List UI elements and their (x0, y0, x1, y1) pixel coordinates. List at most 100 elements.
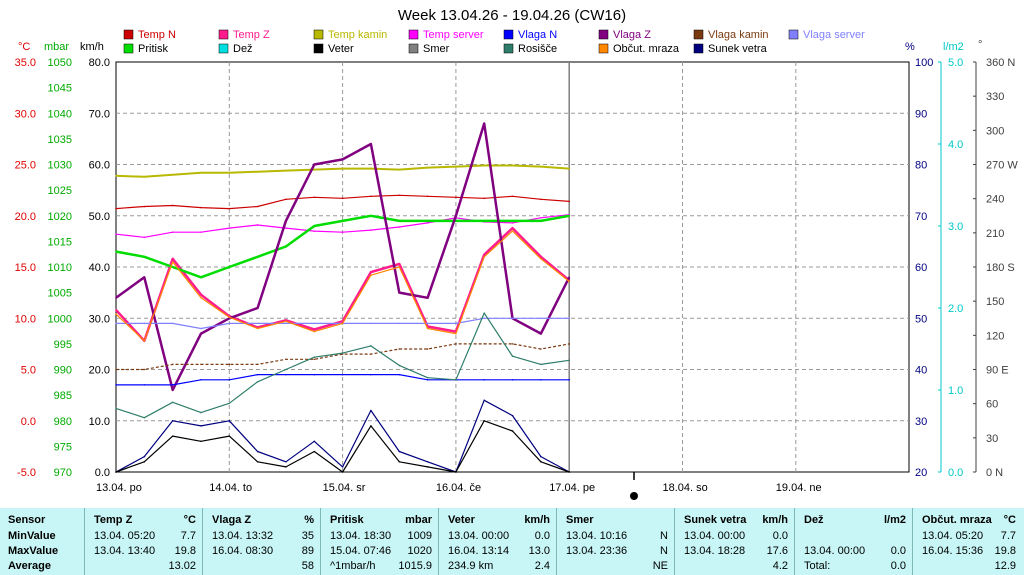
data-point-vlaga-z (370, 143, 372, 145)
rain-tick-label: 5.0 (948, 57, 963, 69)
data-point-pritisk (313, 225, 316, 227)
stat-time: 13.04. 05:20 (94, 530, 156, 542)
stat-value: 2.4 (534, 560, 550, 572)
data-point-vlaga-server (313, 322, 316, 325)
data-point-vlaga-z (426, 296, 429, 299)
legend-label: Pritisk (138, 43, 168, 55)
data-point-vlaga-n (256, 373, 259, 376)
data-point-veter (568, 471, 570, 473)
moon-phase-icon (630, 492, 638, 500)
data-point-vlaga-kamin (398, 348, 401, 350)
temp-tick-label: 20.0 (15, 211, 36, 223)
data-point-rosi-e (115, 407, 117, 410)
data-point-temp-n (285, 198, 287, 201)
data-point-sunek-vetra (143, 455, 146, 458)
data-point-rosi-e (455, 378, 457, 381)
humidity-tick-label: 80 (915, 160, 927, 172)
column-separator (84, 508, 85, 575)
legend-swatch (598, 29, 609, 40)
legend-swatch (503, 43, 514, 54)
pressure-tick-label: 1040 (48, 108, 72, 120)
data-point-temp-z (511, 227, 514, 229)
data-point-veter (455, 471, 457, 473)
column-separator (556, 508, 557, 575)
data-point-vlaga-server (228, 322, 231, 325)
legend-label: Smer (423, 43, 450, 55)
data-point-vlaga-z (171, 389, 174, 391)
data-point-vlaga-kamin (228, 363, 231, 366)
pressure-tick-label: 1050 (48, 57, 72, 69)
data-point-rosi-e (511, 355, 514, 357)
stat-time: Total: (804, 560, 831, 572)
data-point-ob-ut-mraza (511, 230, 514, 232)
data-point-temp-n (200, 206, 202, 209)
data-point-vlaga-z (568, 276, 570, 279)
stat-value: 0.0 (772, 530, 788, 542)
column-separator (794, 508, 795, 575)
stat-time: 13.04. 10:16 (566, 530, 628, 542)
data-point-temp-z (171, 258, 174, 260)
stat-value: 7.7 (180, 530, 196, 542)
wind-tick-label: 30.0 (89, 313, 110, 325)
data-point-sunek-vetra (540, 455, 542, 458)
data-point-pritisk (200, 276, 202, 279)
data-point-temp-server (426, 222, 429, 224)
data-point-rosi-e (228, 402, 231, 405)
data-point-temp-n (256, 205, 259, 208)
data-point-rosi-e (143, 416, 146, 419)
temp-tick-label: 25.0 (15, 160, 36, 172)
column-unit: % (304, 514, 314, 526)
stat-value: 19.8 (174, 545, 196, 557)
legend-swatch (313, 43, 324, 54)
rain-tick-label: 3.0 (948, 221, 963, 233)
direction-tick-label: 240 (986, 194, 1004, 206)
temp-tick-label: 30.0 (15, 108, 36, 120)
temp-tick-label: 15.0 (15, 262, 36, 274)
data-point-sunek-vetra (256, 450, 259, 453)
data-point-vlaga-server (171, 322, 174, 325)
stat-value: 1020 (407, 545, 432, 557)
stat-time: 15.04. 07:46 (330, 545, 392, 557)
temp-tick-label: -5.0 (17, 467, 36, 479)
data-point-temp-kamin (285, 169, 287, 172)
pressure-unit-label: mbar (44, 41, 69, 53)
data-point-temp-kamin (426, 166, 429, 169)
direction-tick-label: 210 (986, 228, 1004, 240)
data-point-ob-ut-mraza (398, 266, 401, 268)
stat-value: 0.0 (890, 545, 906, 557)
data-point-rosi-e (370, 345, 372, 347)
data-point-temp-server (256, 224, 259, 226)
data-point-veter (228, 435, 231, 437)
direction-tick-label: 60 (986, 399, 998, 411)
data-point-vlaga-kamin (483, 343, 486, 345)
data-point-temp-server (115, 233, 117, 235)
temp-tick-label: 10.0 (15, 313, 36, 325)
data-point-temp-server (540, 217, 542, 219)
data-point-vlaga-n (228, 378, 231, 381)
column-header: Vlaga Z (212, 514, 252, 526)
axes: 35.0 30.0 25.0 20.0 15.0 10.0 5.0 0.0 -5.0 1050 10… (15, 39, 1018, 500)
wind-tick-label: 10.0 (89, 416, 110, 428)
humidity-tick-label: 50 (915, 313, 927, 325)
data-point-temp-kamin (115, 174, 117, 177)
data-point-vlaga-z (313, 163, 316, 166)
data-point-temp-z (398, 263, 401, 265)
data-point-pritisk (171, 266, 174, 268)
data-point-vlaga-server (256, 322, 259, 325)
legend-swatch (123, 43, 134, 54)
data-point-pritisk (398, 220, 401, 222)
column-unit: °C (183, 514, 196, 526)
data-point-vlaga-n (313, 373, 316, 376)
data-point-temp-server (285, 227, 287, 229)
stat-time: 13.04. 05:20 (922, 530, 984, 542)
pressure-tick-label: 980 (54, 416, 72, 428)
data-point-sunek-vetra (200, 425, 202, 427)
data-point-temp-n (313, 196, 316, 199)
data-point-vlaga-n (171, 384, 174, 386)
data-point-temp-kamin (143, 176, 146, 178)
data-point-ob-ut-mraza (313, 330, 316, 333)
column-header: Smer (566, 514, 594, 526)
data-point-temp-z (483, 253, 486, 256)
column-unit: l/m2 (883, 514, 906, 526)
legend-label: Vlaga N (518, 29, 557, 41)
